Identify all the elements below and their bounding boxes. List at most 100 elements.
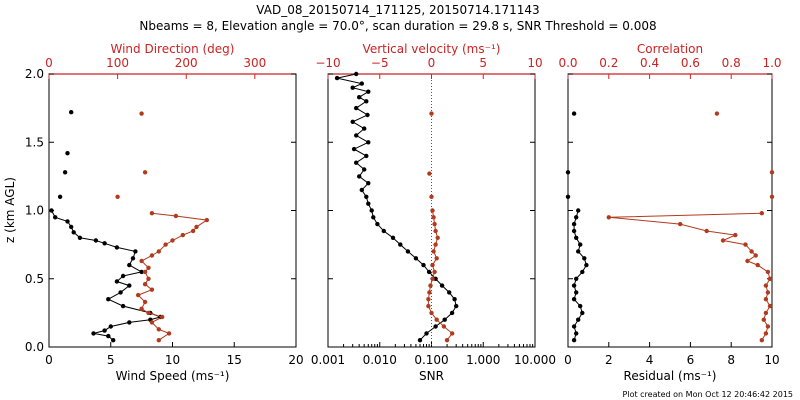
data-point [426,303,431,309]
y-tick-label: 1.0 [25,204,44,218]
data-point [678,221,683,227]
series-line [336,73,457,341]
data-point [364,194,369,199]
isolated-point [139,111,144,116]
data-point [149,253,155,258]
data-point [430,208,435,213]
z-axis-label: z (km AGL) [3,177,17,243]
isolated-point [714,111,720,116]
data-point [435,235,440,240]
data-point [759,211,764,216]
data-point [106,297,111,302]
data-point [381,228,386,234]
data-point [53,215,58,220]
data-point [142,282,148,287]
data-point [720,238,726,243]
data-point [427,290,432,295]
data-point [114,279,120,284]
data-point [582,256,587,261]
x-tick-label: 0.001 [311,353,345,367]
data-point [366,89,371,94]
x-tick-label: 0.100 [414,353,448,367]
x2-tick-label: 0.2 [599,56,618,70]
y-tick-label: 0.5 [25,272,44,286]
data-point [580,310,585,316]
isolated-point [769,170,775,175]
series-line [51,210,162,341]
x2-axis-label: Correlation [637,42,703,56]
data-point [350,119,355,125]
data-point [426,269,432,275]
isolated-point [565,170,571,175]
x2-axis-label: Vertical velocity (ms⁻¹) [363,42,501,56]
data-point [366,181,371,186]
data-point [763,283,769,288]
x-tick-label: 10 [165,353,180,367]
data-point [357,95,362,100]
data-point [743,242,748,247]
data-point [704,228,709,234]
data-point [170,238,175,243]
x-tick-label: 0 [45,353,53,367]
isolated-point [429,111,434,116]
data-point [166,331,172,336]
data-point [120,273,126,279]
data-point [120,303,126,309]
data-point [102,241,107,246]
data-point [434,256,439,261]
data-point [354,105,359,111]
data-point [362,126,367,131]
isolated-point [69,110,74,115]
data-point [763,297,769,302]
data-point [428,283,433,288]
data-point [173,213,179,219]
data-point [571,297,577,302]
x2-tick-label: 200 [175,56,198,70]
x2-tick-label: 0.8 [722,56,741,70]
data-point [149,320,155,325]
data-point [767,276,773,281]
y-tick-label: 2.0 [25,67,44,81]
x2-tick-label: −10 [315,56,340,70]
data-point [142,299,148,305]
y-tick-label: 0.0 [25,340,44,354]
data-point [139,306,144,311]
data-point [745,258,750,264]
data-point [576,249,581,254]
x-tick-label: 15 [227,353,242,367]
data-point [571,228,577,234]
data-point [369,208,374,213]
x2-tick-label: 300 [243,56,266,70]
data-point [574,276,579,281]
data-point [127,262,132,268]
isolated-point [565,194,571,199]
data-point [452,297,457,302]
figure-title: VAD_08_20150714_171125, 20150714.171143 [256,3,539,17]
data-point [441,324,447,329]
data-point [431,249,436,254]
data-point [759,338,764,343]
data-point [574,235,579,240]
data-point [366,201,371,206]
data-point [447,290,452,295]
data-point [433,276,438,281]
data-point [65,219,70,224]
data-point [163,242,168,247]
data-point [371,215,376,220]
data-point [49,208,54,213]
x2-tick-label: 0.6 [681,56,700,70]
isolated-point [769,194,775,199]
data-point [405,249,411,254]
data-point [111,338,116,343]
data-point [433,242,438,247]
data-point [450,331,455,336]
data-point [432,269,437,275]
series-line [608,212,771,341]
isolated-point [429,194,434,199]
data-point [160,314,165,320]
isolated-point [427,171,432,176]
data-point [767,303,773,309]
